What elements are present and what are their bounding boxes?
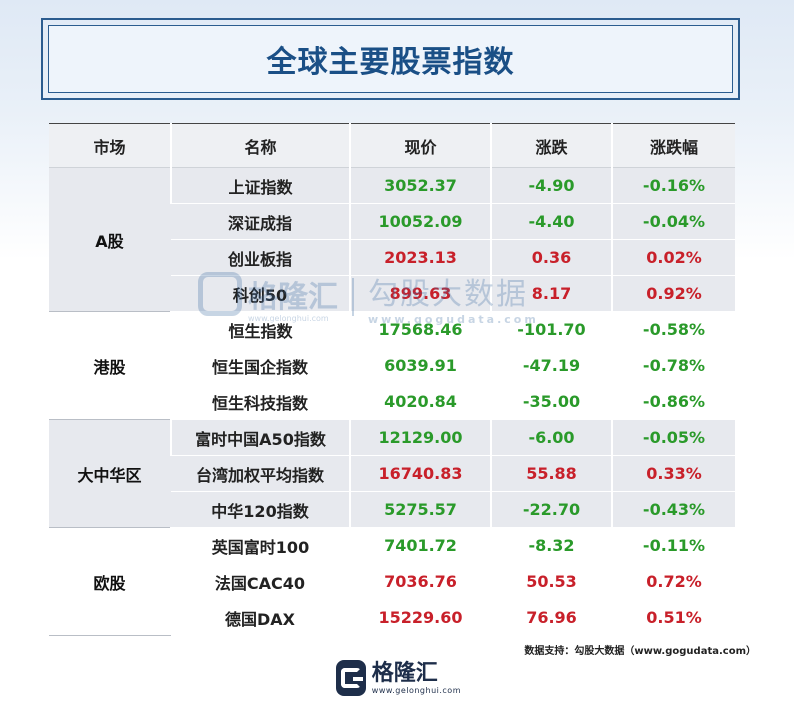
- table-row: 恒生科技指数 4020.84 -35.00 -0.86%: [49, 383, 735, 420]
- table-row: 中华120指数 5275.57 -22.70 -0.43%: [49, 491, 735, 528]
- change-cell: 50.53: [490, 563, 612, 600]
- name-cell: 恒生国企指数: [171, 347, 350, 384]
- price-cell: 5275.57: [349, 491, 491, 528]
- market-cell: 港股: [49, 311, 171, 420]
- table-row: 欧股 英国富时100 7401.72 -8.32 -0.11%: [49, 527, 735, 636]
- column-header-market: 市场: [49, 123, 171, 168]
- name-cell: 创业板指: [171, 239, 350, 276]
- change-cell: -6.00: [490, 419, 612, 456]
- change-cell: -47.19: [490, 347, 612, 384]
- price-cell: 15229.60: [349, 599, 491, 636]
- price-cell: 2023.13: [349, 239, 491, 276]
- name-cell: 恒生科技指数: [171, 383, 350, 420]
- name-cell: 法国CAC40: [171, 563, 350, 600]
- percent-cell: -0.05%: [611, 419, 735, 456]
- name-cell: 中华120指数: [171, 491, 350, 528]
- table-body: A股 上证指数 3052.37 -4.90 -0.16% 深证成指 10052.09 -4.4…: [49, 167, 735, 636]
- change-cell: 8.17: [490, 275, 612, 312]
- index-table: 市场 名称 现价 涨跌 涨跌幅 A股 上证指数 3052.37 -4.90 -0.16%…: [49, 123, 735, 636]
- table-row: 深证成指 10052.09 -4.40 -0.04%: [49, 203, 735, 240]
- percent-cell: 0.33%: [611, 455, 735, 492]
- percent-cell: 0.92%: [611, 275, 735, 312]
- name-cell: 深证成指: [171, 203, 350, 240]
- price-cell: 17568.46: [349, 311, 491, 348]
- change-cell: -4.40: [490, 203, 612, 240]
- percent-cell: -0.11%: [611, 527, 735, 564]
- table-row: 台湾加权平均指数 16740.83 55.88 0.33%: [49, 455, 735, 492]
- change-cell: 55.88: [490, 455, 612, 492]
- change-cell: -22.70: [490, 491, 612, 528]
- footer-logo-name: 格隆汇: [371, 660, 438, 686]
- price-cell: 3052.37: [349, 167, 491, 204]
- percent-cell: 0.02%: [611, 239, 735, 276]
- market-cell: 欧股: [49, 527, 171, 636]
- footer-logo: 格隆汇 www.gelonghui.com: [336, 656, 461, 700]
- page-title: 全球主要股票指数: [266, 45, 515, 80]
- price-cell: 6039.91: [349, 347, 491, 384]
- title-panel: 全球主要股票指数: [48, 25, 733, 93]
- column-header-change: 涨跌: [490, 123, 612, 168]
- name-cell: 德国DAX: [171, 599, 350, 636]
- title-frame: 全球主要股票指数: [41, 18, 740, 100]
- change-cell: 0.36: [490, 239, 612, 276]
- percent-cell: -0.86%: [611, 383, 735, 420]
- percent-cell: -0.78%: [611, 347, 735, 384]
- column-header-name: 名称: [170, 123, 350, 168]
- price-cell: 16740.83: [349, 455, 491, 492]
- change-cell: -35.00: [490, 383, 612, 420]
- name-cell: 台湾加权平均指数: [171, 455, 350, 492]
- table-row: 德国DAX 15229.60 76.96 0.51%: [49, 599, 735, 636]
- footer-logo-url: www.gelonghui.com: [371, 685, 461, 695]
- table-row: 创业板指 2023.13 0.36 0.02%: [49, 239, 735, 276]
- change-cell: 76.96: [490, 599, 612, 636]
- change-cell: -8.32: [490, 527, 612, 564]
- price-cell: 899.63: [349, 275, 491, 312]
- data-source-note: 数据支持：勾股大数据（www.gogudata.com）: [524, 646, 756, 657]
- column-header-price: 现价: [349, 123, 491, 168]
- table-header-row: 市场 名称 现价 涨跌 涨跌幅: [49, 123, 735, 168]
- name-cell: 上证指数: [170, 167, 350, 204]
- name-cell: 英国富时100: [170, 527, 350, 564]
- gelonghui-logo-icon: [336, 660, 366, 696]
- footer-logo-text: 格隆汇 www.gelonghui.com: [371, 660, 461, 695]
- table-row: 大中华区 富时中国A50指数 12129.00 -6.00 -0.05%: [49, 419, 735, 528]
- table-row: 恒生国企指数 6039.91 -47.19 -0.78%: [49, 347, 735, 384]
- market-cell: 大中华区: [49, 419, 171, 528]
- name-cell: 富时中国A50指数: [170, 419, 350, 456]
- change-cell: -4.90: [490, 167, 612, 204]
- market-cell: A股: [49, 167, 171, 312]
- percent-cell: 0.72%: [611, 563, 735, 600]
- name-cell: 恒生指数: [170, 311, 350, 348]
- table-row: 科创50 899.63 8.17 0.92%: [49, 275, 735, 312]
- table-row: A股 上证指数 3052.37 -4.90 -0.16%: [49, 167, 735, 312]
- price-cell: 10052.09: [349, 203, 491, 240]
- price-cell: 7036.76: [349, 563, 491, 600]
- name-cell: 科创50: [171, 275, 350, 312]
- percent-cell: -0.43%: [611, 491, 735, 528]
- price-cell: 7401.72: [349, 527, 491, 564]
- price-cell: 4020.84: [349, 383, 491, 420]
- change-cell: -101.70: [490, 311, 612, 348]
- percent-cell: -0.16%: [611, 167, 735, 204]
- table-row: 港股 恒生指数 17568.46 -101.70 -0.58%: [49, 311, 735, 420]
- percent-cell: -0.58%: [611, 311, 735, 348]
- percent-cell: -0.04%: [611, 203, 735, 240]
- price-cell: 12129.00: [349, 419, 491, 456]
- table-row: 法国CAC40 7036.76 50.53 0.72%: [49, 563, 735, 600]
- percent-cell: 0.51%: [611, 599, 735, 636]
- column-header-percent: 涨跌幅: [611, 123, 735, 168]
